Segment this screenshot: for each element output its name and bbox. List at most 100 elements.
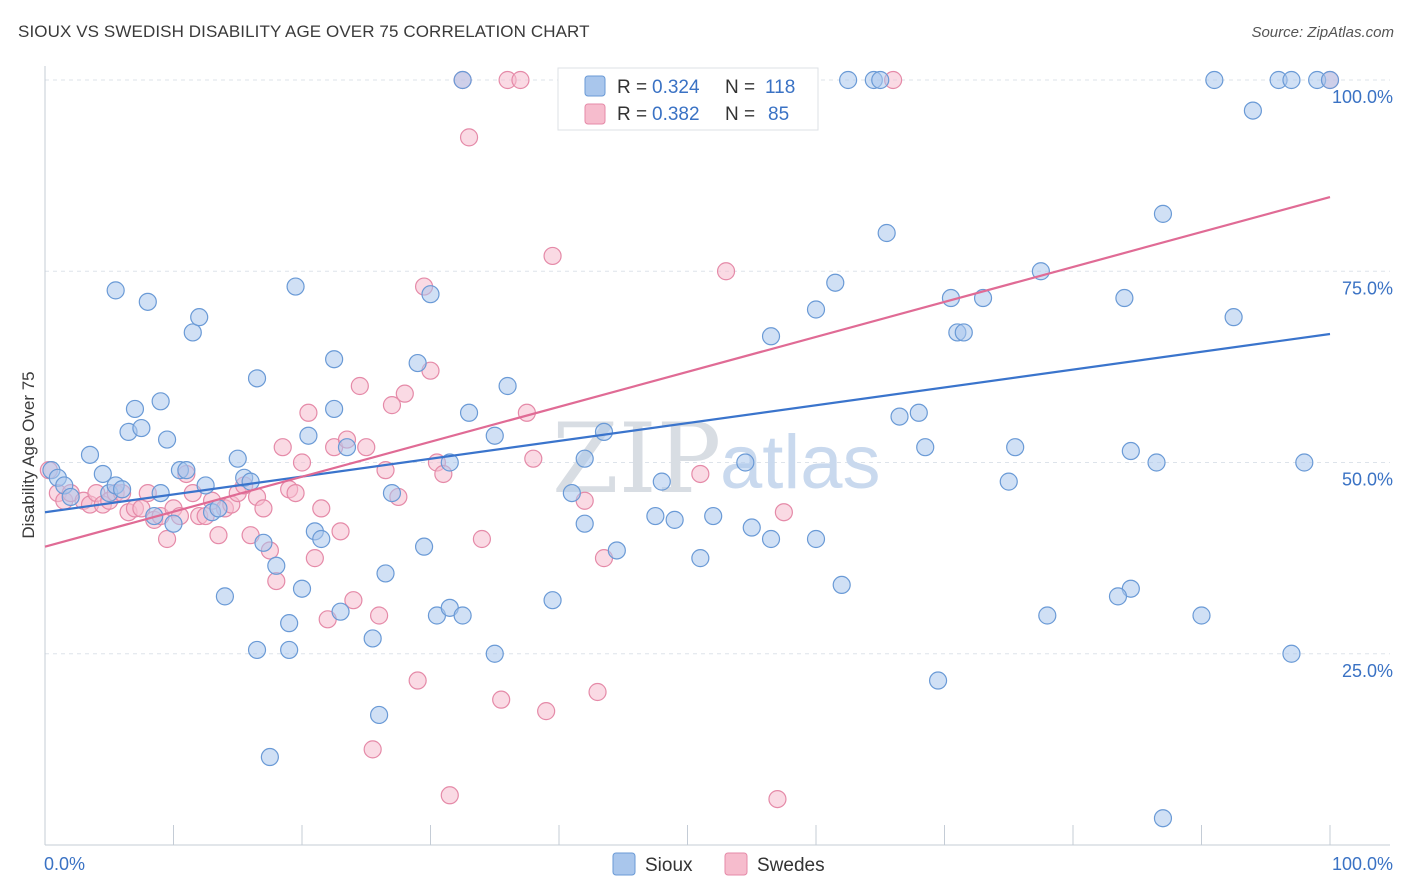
- sioux-point: [157, 430, 177, 449]
- legend-n-value-sioux: 118: [765, 77, 795, 98]
- sioux-point: [1295, 453, 1314, 472]
- y-tick-label: 75.0%: [1342, 278, 1393, 298]
- swedes-point: [209, 526, 228, 545]
- trend-lines: [44, 195, 1331, 548]
- sioux-point: [575, 449, 594, 468]
- sioux-point: [826, 273, 845, 292]
- sioux-point: [151, 392, 170, 411]
- swedes-point: [357, 438, 376, 457]
- bottom-legend-swatch-sioux: [612, 852, 636, 876]
- sioux-point: [1121, 441, 1140, 461]
- chart-title: SIOUX VS SWEDISH DISABILITY AGE OVER 75 …: [18, 22, 590, 41]
- swedes-point: [344, 591, 363, 610]
- y-tick-label: 25.0%: [1342, 661, 1393, 681]
- axes: [44, 66, 1390, 846]
- swedes-point: [267, 571, 286, 591]
- sioux-point: [80, 445, 100, 464]
- sioux-point: [806, 529, 826, 549]
- series-sioux: [42, 70, 1340, 828]
- sioux-point: [247, 640, 267, 660]
- sioux-point: [61, 487, 80, 507]
- y-tick-labels: 25.0% 50.0% 75.0% 100.0%: [1332, 87, 1393, 681]
- sioux-point: [761, 327, 781, 346]
- swedes-point: [299, 403, 318, 422]
- sioux-point: [414, 537, 434, 556]
- legend-n-label-sioux: N =: [725, 77, 755, 98]
- sioux-point: [832, 575, 851, 595]
- legend-r-value-sioux: 0.324: [652, 77, 700, 98]
- swedes-point: [537, 702, 556, 721]
- bottom-legend-sioux: Sioux: [645, 855, 693, 876]
- sioux-point: [1147, 453, 1166, 472]
- sioux-point: [331, 602, 350, 621]
- x-tick-min: 0.0%: [44, 854, 85, 874]
- swedes-point: [408, 671, 427, 690]
- sioux-point: [138, 292, 157, 311]
- sioux-point: [421, 285, 440, 304]
- sioux-point: [125, 399, 145, 419]
- sioux-point: [691, 549, 710, 568]
- sioux-point: [485, 426, 504, 445]
- sioux-point: [209, 499, 228, 518]
- sioux-point: [1205, 70, 1224, 90]
- bottom-legend-swatch-swedes: [724, 852, 748, 876]
- sioux-point: [928, 671, 948, 690]
- legend-r-value-swedes: 0.382: [652, 104, 700, 125]
- sioux-point: [325, 350, 344, 369]
- legend-r-label-sioux: R =: [617, 77, 647, 98]
- sioux-point: [267, 556, 286, 575]
- sioux-point: [1224, 308, 1243, 327]
- sioux-point: [190, 308, 209, 327]
- swedes-point: [254, 499, 273, 518]
- swedes-point: [370, 606, 389, 625]
- bottom-legend: Sioux Swedes: [612, 852, 825, 876]
- sioux-point: [337, 438, 357, 457]
- sioux-point: [594, 422, 614, 441]
- sioux-point: [498, 376, 517, 396]
- sioux-point: [228, 449, 247, 468]
- swedes-trend-line: [44, 195, 1331, 548]
- swedes-point: [511, 70, 530, 90]
- sioux-point: [1153, 204, 1173, 223]
- sioux-point: [871, 70, 890, 90]
- sioux-point: [1192, 606, 1211, 625]
- sioux-point: [877, 223, 896, 243]
- swedes-point: [273, 438, 292, 457]
- swedes-point: [363, 740, 382, 759]
- sioux-point: [543, 591, 562, 610]
- sioux-point: [280, 640, 299, 660]
- sioux-point: [312, 529, 331, 549]
- sioux-point: [280, 614, 299, 633]
- swedes-point: [716, 262, 736, 281]
- sioux-point: [890, 407, 909, 426]
- y-tick-label: 100.0%: [1332, 87, 1393, 107]
- sioux-point: [1108, 587, 1128, 606]
- swedes-point: [768, 789, 787, 809]
- sioux-point: [408, 353, 427, 373]
- sioux-point: [254, 533, 273, 552]
- swedes-point: [157, 529, 177, 549]
- sioux-point: [440, 453, 459, 472]
- sioux-point: [93, 464, 112, 484]
- legend-swatch-swedes: [584, 103, 606, 125]
- sioux-point: [761, 529, 781, 549]
- sioux-point: [607, 541, 626, 560]
- sioux-point: [453, 606, 472, 625]
- swedes-point: [312, 499, 331, 518]
- sioux-point: [485, 644, 504, 663]
- sioux-point: [1320, 70, 1340, 90]
- sioux-point: [382, 484, 402, 503]
- sioux-point: [839, 70, 858, 90]
- sioux-point: [132, 418, 151, 438]
- legend-n-value-swedes: 85: [768, 104, 789, 125]
- sioux-point: [370, 705, 389, 725]
- sioux-point: [646, 506, 665, 526]
- sioux-point: [973, 288, 993, 308]
- y-axis-label: Disability Age Over 75: [19, 371, 38, 538]
- gridlines: [45, 79, 1390, 655]
- sioux-point: [954, 323, 973, 342]
- watermark: ZIP atlas: [552, 403, 881, 515]
- swedes-point: [543, 246, 562, 266]
- sioux-point: [1006, 438, 1025, 457]
